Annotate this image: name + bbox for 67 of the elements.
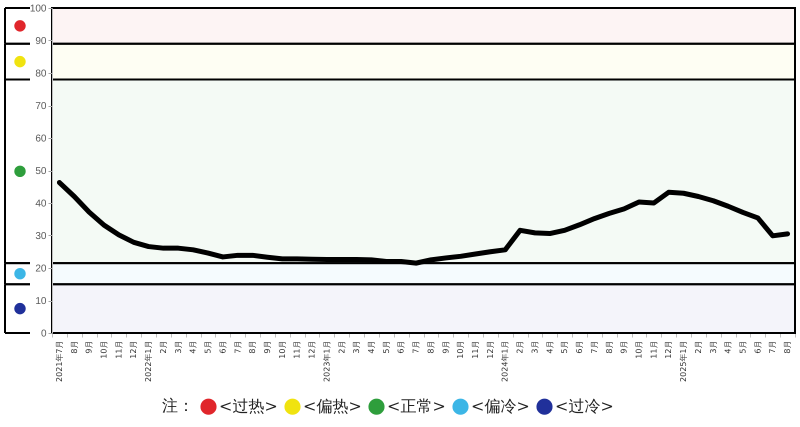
x-tick-label: 5月 xyxy=(560,340,570,354)
x-tick-label: 3月 xyxy=(174,340,183,354)
x-tick-label: 2月 xyxy=(516,340,525,354)
x-tick-label: 8月 xyxy=(70,340,79,354)
y-tick-label: 0 xyxy=(40,328,47,340)
x-tick-label: 10月 xyxy=(634,340,644,359)
x-tick-label: 4月 xyxy=(724,340,733,354)
x-tick-label: 12月 xyxy=(129,340,138,359)
y-tick-label: 40 xyxy=(35,198,47,210)
x-tick-label: 2023年1月 xyxy=(322,340,332,382)
x-tick-label: 4月 xyxy=(366,340,376,354)
x-tick-label: 12月 xyxy=(664,340,674,359)
y-tick-label: 90 xyxy=(35,36,47,47)
x-tick-label: 6月 xyxy=(753,340,762,354)
x-tick-label: 4月 xyxy=(545,340,554,354)
legend-label: <过热> xyxy=(219,396,278,416)
x-tick-label: 7月 xyxy=(233,340,242,354)
x-tick-label: 11月 xyxy=(471,340,480,359)
x-tick-label: 11月 xyxy=(292,340,302,359)
x-tick-label: 6月 xyxy=(218,340,228,354)
x-tick-label: 12月 xyxy=(486,340,495,359)
x-tick-label: 2月 xyxy=(337,340,346,354)
x-tick-label: 7月 xyxy=(768,340,778,354)
x-tick-label: 9月 xyxy=(620,340,629,354)
x-tick-label: 11月 xyxy=(649,340,658,359)
x-tick-label: 8月 xyxy=(426,340,436,354)
x-tick-label: 4月 xyxy=(188,340,198,354)
x-tick-label: 8月 xyxy=(783,340,792,354)
x-tick-label: 5月 xyxy=(382,340,391,354)
x-tick-label: 9月 xyxy=(441,340,450,354)
x-tick-label: 12月 xyxy=(308,340,317,359)
x-tick-label: 3月 xyxy=(352,340,362,354)
x-tick-label: 6月 xyxy=(396,340,406,354)
y-tick-label: 70 xyxy=(35,101,47,112)
x-tick-label: 10月 xyxy=(456,340,466,359)
x-tick-label: 5月 xyxy=(738,340,748,354)
y-tick-label: 80 xyxy=(35,68,47,80)
x-tick-label: 11月 xyxy=(114,340,124,359)
x-tick-label: 2021年7月 xyxy=(54,340,64,382)
y-tick-label: 50 xyxy=(35,166,47,177)
x-tick-label: 2024年1月 xyxy=(500,340,510,382)
x-tick-label: 9月 xyxy=(84,340,94,354)
x-tick-label: 5月 xyxy=(204,340,213,354)
x-tick-label: 10月 xyxy=(278,340,287,359)
legend-label: <偏冷> xyxy=(471,396,530,416)
y-tick-label: 100 xyxy=(30,4,47,14)
x-tick-label: 2025年1月 xyxy=(679,340,688,382)
x-tick-label: 2022年1月 xyxy=(144,340,154,382)
x-tick-label: 7月 xyxy=(590,340,599,354)
x-tick-label: 8月 xyxy=(248,340,258,354)
x-tick-label: 8月 xyxy=(604,340,614,354)
y-tick-label: 30 xyxy=(35,231,47,242)
legend-label: <正常> xyxy=(387,396,446,416)
y-tick-label: 20 xyxy=(35,264,47,274)
x-tick-label: 6月 xyxy=(575,340,584,354)
x-tick-label: 9月 xyxy=(262,340,272,354)
legend-title: 注： xyxy=(162,396,194,415)
legend-label: <过冷> xyxy=(555,396,614,416)
x-tick-label: 3月 xyxy=(708,340,718,354)
x-tick-label: 3月 xyxy=(530,340,540,354)
x-tick-label: 2月 xyxy=(158,340,168,354)
legend-label: <偏热> xyxy=(303,396,362,416)
x-tick-label: 7月 xyxy=(412,340,421,354)
x-tick-label: 10月 xyxy=(100,340,109,359)
x-tick-label: 2月 xyxy=(694,340,703,354)
y-tick-label: 10 xyxy=(35,296,47,307)
y-tick-label: 60 xyxy=(35,134,47,144)
